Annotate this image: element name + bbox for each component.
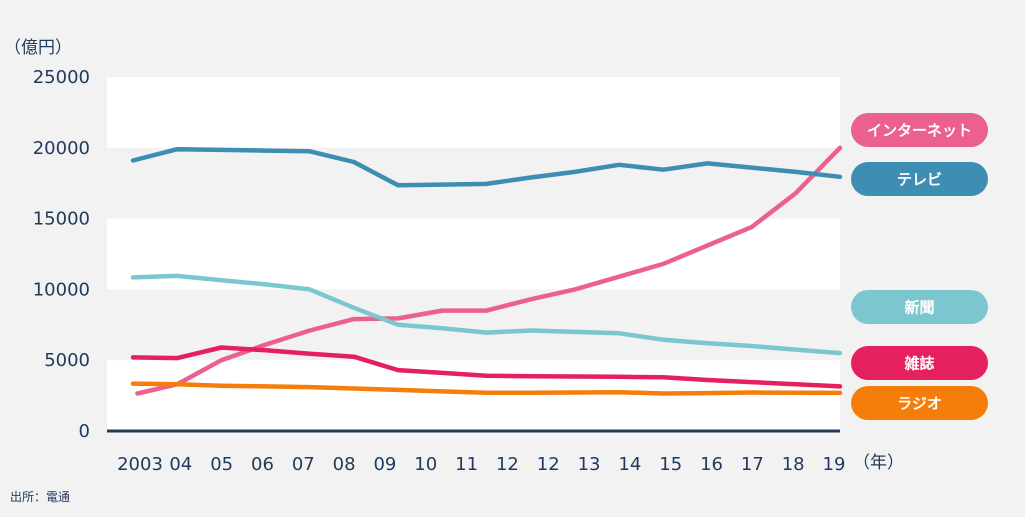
y-axis-unit: （億円） (4, 38, 72, 58)
x-axis-ticks: 2003 04 05 06 07 08 09 10 11 12 12 13 14 15 16 17 18 19 (117, 454, 845, 475)
x-tick-label: 18 (782, 454, 805, 475)
legend-label: インターネット (867, 122, 972, 140)
x-tick-label: 12 (537, 454, 560, 475)
x-tick-label: 11 (455, 454, 478, 475)
x-tick-label: 10 (414, 454, 437, 475)
x-tick-label: 07 (292, 454, 315, 475)
x-tick-label: 12 (496, 454, 519, 475)
legend-pill (851, 346, 988, 380)
series-line-3 (130, 345, 843, 389)
grid-band (107, 77, 840, 148)
legend-item: 雑誌 (851, 346, 988, 380)
grid-band (107, 218, 840, 290)
y-tick-label: 0 (79, 421, 90, 442)
series-line-1 (130, 146, 843, 188)
y-tick-label: 20000 (33, 138, 90, 159)
legend-item: ラジオ (851, 386, 988, 420)
legend-pill (851, 113, 988, 147)
x-axis-unit: （年） (853, 453, 904, 473)
legend-item: 新聞 (851, 290, 988, 324)
grid-band (107, 360, 840, 431)
x-tick-label: 06 (251, 454, 274, 475)
series-line-2 (130, 273, 843, 356)
legend-label: 雑誌 (903, 355, 934, 373)
grid-bands (107, 77, 840, 431)
x-tick-label: 17 (741, 454, 764, 475)
x-tick-label: 2003 (117, 454, 163, 475)
x-tick-label: 05 (210, 454, 233, 475)
legend-label: ラジオ (897, 395, 942, 413)
x-tick-label: 09 (373, 454, 396, 475)
series-line-4 (130, 381, 843, 396)
legend-label: 新聞 (904, 299, 934, 317)
series-lines (130, 145, 843, 396)
legend-label: テレビ (897, 171, 942, 189)
x-tick-label: 04 (169, 454, 192, 475)
x-tick-label: 16 (700, 454, 723, 475)
y-tick-label: 5000 (44, 350, 90, 371)
y-tick-label: 25000 (33, 67, 90, 88)
y-tick-label: 15000 (33, 209, 90, 230)
x-tick-label: 14 (618, 454, 641, 475)
legend-pill (851, 290, 988, 324)
x-tick-label: 13 (578, 454, 601, 475)
x-tick-label: 08 (333, 454, 356, 475)
y-tick-label: 10000 (33, 279, 90, 300)
legend-item: テレビ (851, 162, 988, 196)
source-note: 出所：電通 (10, 490, 71, 504)
x-tick-label: 15 (659, 454, 682, 475)
legend-pill (851, 162, 988, 196)
y-axis-ticks: 0 5000 10000 15000 20000 25000 (33, 67, 90, 442)
legend-item: インターネット (851, 113, 988, 147)
x-tick-label: 19 (823, 454, 846, 475)
legend-pill (851, 386, 988, 420)
